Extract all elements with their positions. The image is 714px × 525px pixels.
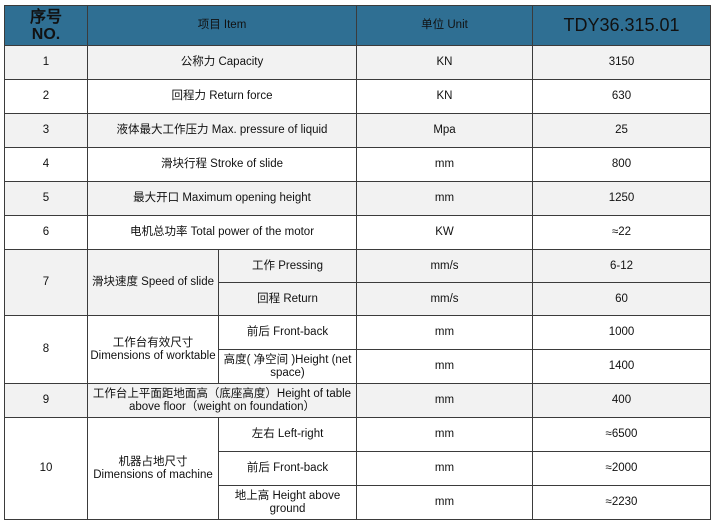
row-subitem: 前后 Front-back [218, 451, 357, 486]
row-unit: mm [356, 417, 533, 452]
table-row: 8 工作台有效尺寸 Dimensions of worktable 前后 Fro… [4, 315, 711, 384]
row-unit: mm [356, 181, 533, 216]
row-item: 工作台有效尺寸 Dimensions of worktable [87, 315, 219, 384]
row-unit: mm/s [356, 282, 533, 316]
table-row: 1 公称力 Capacity KN 3150 [4, 45, 711, 80]
row-unit: mm [356, 315, 533, 350]
table-row: 4 滑块行程 Stroke of slide mm 800 [4, 147, 711, 182]
table-row: 9 工作台上平面距地面高（底座高度）Height of table above … [4, 383, 711, 418]
row-unit: mm [356, 349, 533, 384]
header-model: TDY36.315.01 [532, 5, 711, 46]
row-item: 回程力 Return force [87, 79, 357, 114]
row-unit: mm/s [356, 249, 533, 283]
row-unit: mm [356, 383, 533, 418]
row-value: 800 [532, 147, 711, 182]
row-subitem: 前后 Front-back [218, 315, 357, 350]
table-row: 前后 Front-back mm ≈2000 [5, 451, 711, 486]
row-subitem: 回程 Return [218, 282, 357, 316]
table-row: 2 回程力 Return force KN 630 [4, 79, 711, 114]
table-row: 10 机器占地尺寸 Dimensions of machine 左右 Left-… [4, 417, 711, 520]
row-subitem: 工作 Pressing [218, 249, 357, 283]
table-row: 6 电机总功率 Total power of the motor KW ≈22 [4, 215, 711, 250]
table-row: 5 最大开口 Maximum opening height mm 1250 [4, 181, 711, 216]
row-no: 7 [4, 249, 88, 316]
table-row: 地上高 Height above ground mm ≈2230 [5, 485, 711, 520]
header-unit: 单位 Unit [356, 5, 533, 46]
row-value: ≈2000 [532, 451, 711, 486]
row-item: 电机总功率 Total power of the motor [87, 215, 357, 250]
row-value: 25 [532, 113, 711, 148]
row-subitem: 地上高 Height above ground [218, 485, 357, 520]
row-no: 3 [4, 113, 88, 148]
row-value: 1000 [532, 315, 711, 350]
row-value: 630 [532, 79, 711, 114]
row-subitem: 左右 Left-right [218, 417, 357, 452]
row-unit: KN [356, 45, 533, 80]
row-unit: mm [356, 451, 533, 486]
row-no: 2 [4, 79, 88, 114]
header-no-en: NO. [31, 25, 61, 43]
row-no: 8 [4, 315, 88, 384]
row-no: 4 [4, 147, 88, 182]
table-row: 7 滑块速度 Speed of slide 工作 Pressing mm/s 6… [4, 249, 711, 316]
row-value: ≈2230 [532, 485, 711, 520]
row-item-zh: 机器占地尺寸 [118, 455, 188, 468]
header-no-zh: 序号 [29, 8, 62, 26]
row-no: 10 [4, 417, 88, 520]
row-item: 公称力 Capacity [87, 45, 357, 80]
row-subitem: 高度( 净空间 )Height (net space) [218, 349, 357, 384]
row-value: 400 [532, 383, 711, 418]
row-unit: KW [356, 215, 533, 250]
row-item: 机器占地尺寸 Dimensions of machine [87, 417, 219, 520]
table-row: 回程 Return mm/s 60 [5, 282, 711, 316]
row-item: 最大开口 Maximum opening height [87, 181, 357, 216]
row-unit: KN [356, 79, 533, 114]
header-item: 项目 Item [87, 5, 357, 46]
row-value: 60 [532, 282, 711, 316]
row-no: 1 [4, 45, 88, 80]
row-value: ≈22 [532, 215, 711, 250]
row-no: 6 [4, 215, 88, 250]
row-no: 9 [4, 383, 88, 418]
row-unit: Mpa [356, 113, 533, 148]
row-value: 6-12 [532, 249, 711, 283]
row-item-en: Dimensions of worktable [90, 349, 216, 362]
row-value: ≈6500 [532, 417, 711, 452]
row-item-zh: 工作台有效尺寸 [112, 336, 194, 349]
row-unit: mm [356, 147, 533, 182]
row-item: 滑块行程 Stroke of slide [87, 147, 357, 182]
row-unit: mm [356, 485, 533, 520]
row-item: 滑块速度 Speed of slide [87, 249, 219, 316]
header-no: 序号 NO. [4, 5, 88, 46]
row-item-en: Dimensions of machine [93, 468, 213, 481]
header-row: 序号 NO. 项目 Item 单位 Unit TDY36.315.01 [4, 5, 711, 46]
row-item: 工作台上平面距地面高（底座高度）Height of table above fl… [87, 383, 357, 418]
row-value: 1400 [532, 349, 711, 384]
row-no: 5 [4, 181, 88, 216]
row-value: 3150 [532, 45, 711, 80]
row-value: 1250 [532, 181, 711, 216]
row-item: 液体最大工作压力 Max. pressure of liquid [87, 113, 357, 148]
specification-table: 序号 NO. 项目 Item 单位 Unit TDY36.315.01 1 公称… [4, 5, 711, 520]
table-row: 3 液体最大工作压力 Max. pressure of liquid Mpa 2… [4, 113, 711, 148]
